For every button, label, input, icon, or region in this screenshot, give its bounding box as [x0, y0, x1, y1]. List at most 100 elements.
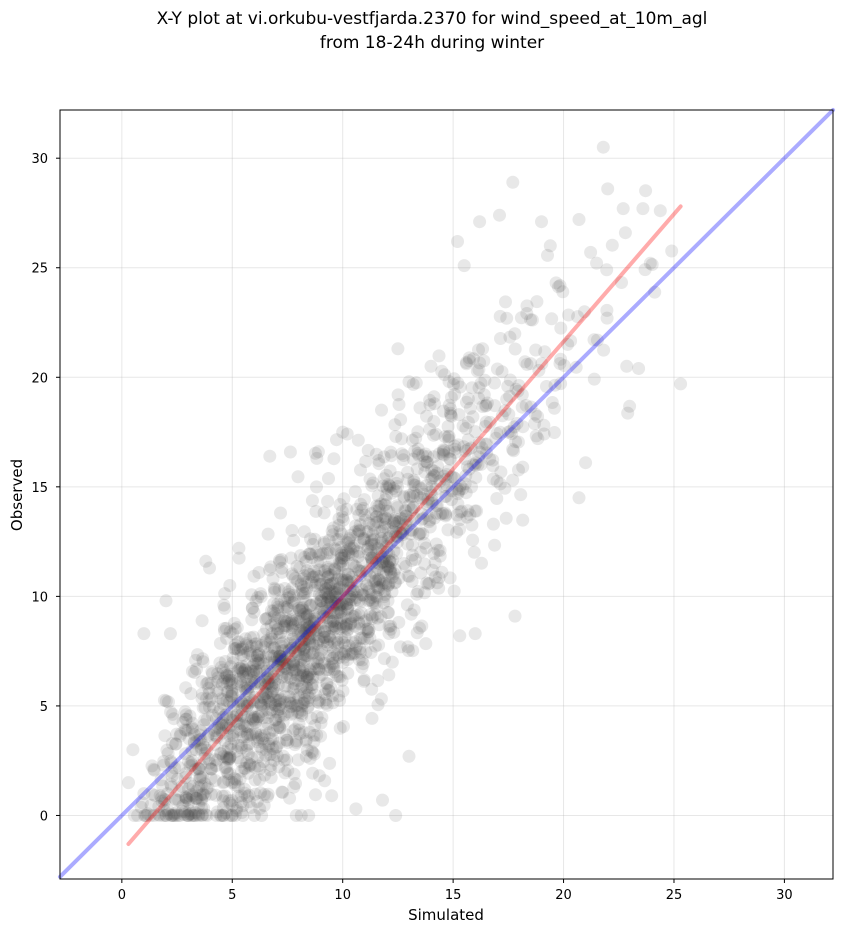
scatter-point	[376, 513, 390, 526]
scatter-point	[185, 758, 199, 772]
scatter-point	[288, 617, 302, 630]
scatter-point	[266, 742, 280, 756]
scatter-point	[220, 765, 234, 779]
scatter-point	[217, 744, 231, 758]
scatter-point	[355, 504, 369, 518]
scatter-point	[394, 413, 408, 427]
scatter-point	[184, 687, 198, 701]
scatter-point	[368, 522, 382, 536]
scatter-point	[323, 756, 337, 770]
scatter-point	[394, 511, 408, 525]
scatter-point	[411, 446, 425, 460]
scatter-point	[388, 513, 401, 527]
scatter-point	[173, 729, 187, 743]
scatter-point	[266, 572, 280, 586]
scatter-point	[189, 792, 203, 805]
scatter-point	[615, 276, 628, 289]
scatter-point	[486, 459, 500, 473]
scatter-point	[196, 738, 210, 752]
scatter-point	[358, 508, 372, 522]
scatter-point	[162, 695, 175, 709]
scatter-point	[389, 430, 403, 443]
scatter-point	[388, 563, 402, 577]
scatter-point	[387, 625, 401, 639]
scatter-point	[370, 509, 384, 523]
scatter-point	[206, 667, 219, 681]
scatter-point	[425, 488, 439, 502]
scatter-point	[223, 579, 237, 592]
scatter-point	[240, 739, 254, 752]
scatter-point	[287, 594, 301, 608]
scatter-point	[391, 515, 405, 529]
scatter-point	[338, 567, 352, 581]
scatter-point	[326, 659, 340, 673]
scatter-point	[620, 359, 634, 373]
scatter-point	[440, 478, 454, 492]
scatter-point	[402, 644, 415, 658]
scatter-point	[501, 425, 515, 439]
scatter-point	[498, 404, 512, 418]
scatter-point	[300, 668, 314, 682]
scatter-point	[178, 805, 192, 819]
scatter-point	[399, 504, 413, 518]
scatter-point	[374, 543, 388, 557]
scatter-point	[310, 662, 324, 676]
scatter-point	[231, 739, 245, 752]
scatter-point	[344, 647, 358, 661]
y-tick-label: 5	[40, 700, 48, 715]
scatter-point	[236, 799, 250, 813]
scatter-point	[204, 762, 218, 776]
scatter-point	[310, 728, 324, 742]
scatter-point	[361, 594, 375, 608]
scatter-point	[357, 615, 371, 629]
scatter-point	[276, 715, 290, 729]
scatter-point	[369, 504, 382, 518]
scatter-point	[213, 809, 227, 822]
scatter-point	[195, 809, 209, 822]
scatter-point	[472, 391, 486, 405]
scatter-point	[376, 555, 390, 569]
scatter-point	[377, 584, 391, 598]
scatter-point	[362, 547, 376, 561]
y-tick-label: 10	[31, 590, 48, 605]
scatter-point	[215, 718, 229, 732]
scatter-point	[382, 627, 396, 640]
scatter-point	[515, 388, 529, 402]
scatter-point	[294, 605, 308, 619]
scatter-point	[507, 444, 521, 458]
scatter-point	[383, 479, 396, 493]
scatter-point	[302, 547, 316, 561]
scatter-point	[289, 645, 303, 658]
scatter-point	[340, 618, 354, 632]
scatter-point	[228, 638, 242, 652]
scatter-point	[529, 429, 543, 443]
scatter-point	[278, 650, 292, 664]
scatter-point	[333, 598, 346, 612]
scatter-point	[314, 716, 328, 730]
scatter-point	[424, 359, 438, 373]
scatter-point	[326, 576, 340, 590]
scatter-point	[296, 651, 310, 664]
scatter-point	[242, 759, 256, 773]
scatter-point	[465, 480, 478, 494]
scatter-point	[233, 672, 247, 686]
scatter-point	[251, 733, 265, 746]
scatter-point	[432, 581, 446, 595]
scatter-point	[506, 473, 520, 487]
scatter-point	[258, 687, 272, 701]
scatter-point	[300, 618, 314, 632]
scatter-point	[397, 491, 411, 505]
scatter-point	[305, 575, 319, 589]
scatter-point	[379, 512, 393, 526]
scatter-point	[385, 585, 399, 599]
scatter-point	[329, 619, 343, 633]
scatter-point	[228, 772, 241, 786]
scatter-point	[294, 627, 308, 641]
scatter-point	[499, 511, 513, 525]
scatter-point	[266, 658, 280, 672]
scatter-point	[424, 485, 437, 499]
scatter-point	[181, 723, 195, 737]
y-tick-label: 30	[31, 152, 48, 167]
scatter-point	[540, 380, 553, 393]
